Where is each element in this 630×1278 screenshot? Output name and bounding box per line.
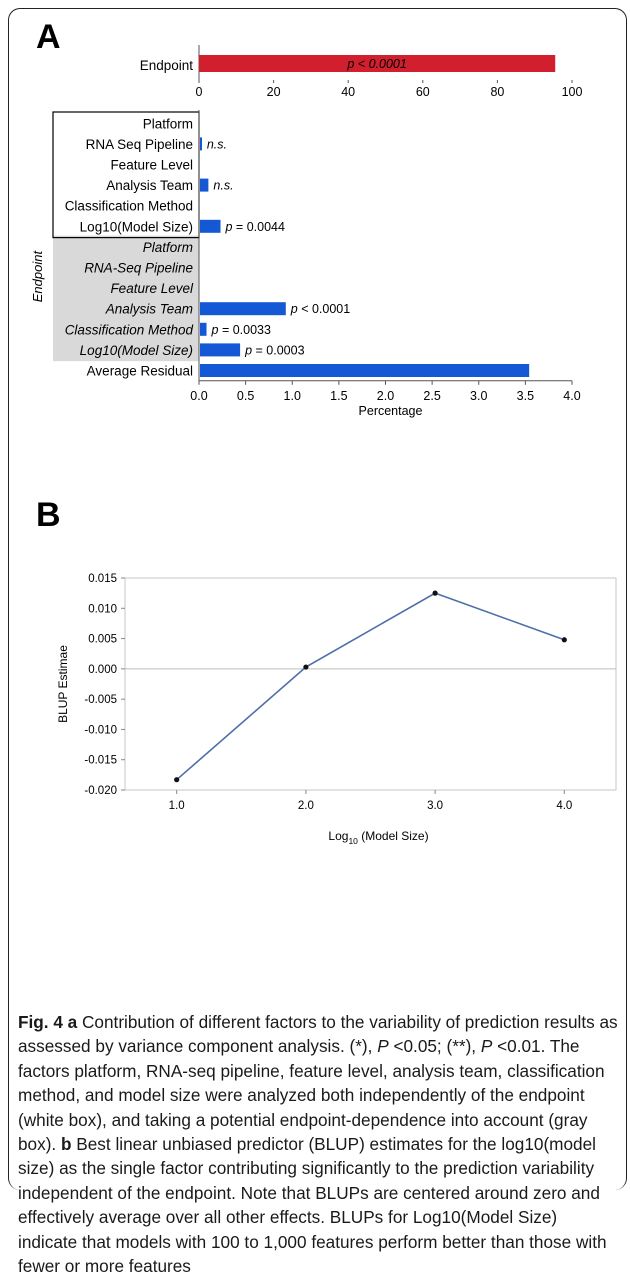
top-bar-annotation: p < 0.0001 — [346, 57, 406, 71]
top-x-tick-label: 80 — [490, 85, 504, 99]
category-label: Platform — [143, 240, 193, 255]
y-axis-label: BLUP Estimae — [56, 645, 70, 723]
bottom-x-tick-label: 3.5 — [517, 389, 534, 403]
category-label: Platform — [143, 116, 193, 131]
y-tick-label: 0.015 — [88, 573, 117, 585]
category-label: Feature Level — [110, 281, 194, 296]
bar — [200, 302, 286, 316]
top-category-label: Endpoint — [140, 58, 194, 73]
bottom-x-tick-label: 1.5 — [330, 389, 347, 403]
bar-annotation: n.s. — [207, 137, 227, 151]
blup-point — [174, 777, 180, 783]
top-x-tick-label: 60 — [416, 85, 430, 99]
x-tick-label: 1.0 — [169, 800, 185, 812]
panel-b-letter: B — [36, 496, 61, 534]
blup-point — [303, 664, 309, 670]
figure-frame — [8, 8, 627, 1190]
x-tick-label: 4.0 — [556, 800, 572, 812]
y-tick-label: -0.015 — [84, 755, 117, 767]
caption-p2-text: <0.01. The factors platform, RNA-seq pip… — [18, 1036, 605, 1155]
bottom-x-tick-label: 3.0 — [470, 389, 487, 403]
y-tick-label: -0.010 — [84, 724, 117, 736]
y-tick-label: 0.010 — [88, 603, 117, 615]
y-tick-label: -0.005 — [84, 694, 117, 706]
blup-point — [432, 590, 438, 596]
bar — [200, 322, 207, 336]
panel-a-letter: A — [36, 18, 61, 56]
caption-fig-label: Fig. 4 — [18, 1012, 63, 1032]
category-label: RNA Seq Pipeline — [86, 137, 193, 152]
caption-b-marker: b — [61, 1134, 72, 1155]
x-tick-label: 2.0 — [298, 800, 314, 812]
bottom-y-axis-label: Endpoint — [30, 250, 45, 303]
caption-p1-text: <0.05; (**), — [388, 1036, 481, 1057]
category-label: Classification Method — [65, 199, 193, 214]
bottom-x-tick-label: 0.5 — [237, 389, 254, 403]
caption-p2: P — [480, 1036, 493, 1057]
bar-annotation: p = 0.0044 — [225, 220, 285, 234]
category-label: Classification Method — [65, 322, 194, 337]
gray-group-box — [53, 235, 199, 362]
blup-series-line — [176, 592, 565, 781]
caption-b-text: Best linear unbiased predictor (BLUP) es… — [18, 1134, 607, 1277]
bottom-x-tick-label: 2.5 — [423, 389, 440, 403]
bar-annotation: p = 0.0033 — [211, 323, 271, 337]
top-x-tick-label: 20 — [267, 85, 281, 99]
y-tick-label: 0.005 — [88, 634, 117, 646]
caption-a-marker: a — [67, 1012, 78, 1032]
top-bar-endpoint — [199, 55, 556, 72]
blup-point — [561, 637, 567, 643]
category-label: Average Residual — [87, 364, 193, 379]
bar-annotation: p < 0.0001 — [290, 302, 350, 316]
bar — [200, 343, 241, 357]
caption-p1: P — [377, 1036, 389, 1057]
top-x-tick-label: 0 — [196, 85, 203, 99]
bar — [200, 137, 202, 151]
bottom-x-axis-label: Percentage — [359, 404, 423, 418]
y-tick-label: -0.020 — [84, 785, 117, 797]
bottom-x-tick-label: 2.0 — [377, 389, 394, 403]
top-x-tick-label: 100 — [562, 85, 583, 99]
category-label: Log10(Model Size) — [80, 219, 193, 234]
caption-a-text: Contribution of different factors to the… — [18, 1012, 618, 1057]
top-x-tick-label: 40 — [341, 85, 355, 99]
bottom-x-tick-label: 1.0 — [284, 389, 301, 403]
bar-annotation: p = 0.0003 — [244, 343, 304, 357]
plot-area-frame — [124, 577, 617, 791]
x-tick-label: 3.0 — [427, 800, 443, 812]
bar — [200, 219, 221, 233]
bar-annotation: n.s. — [213, 179, 233, 193]
bottom-x-tick-label: 4.0 — [563, 389, 580, 403]
bar — [200, 364, 530, 377]
figure-caption: Fig. 4 a Contribution of different facto… — [18, 1010, 618, 1278]
bottom-x-tick-label: 0.0 — [190, 389, 207, 403]
panel-b-chart: 0.015 0.010 0.005 0.000 -0.005 -0.010 -0.015 -0… — [56, 573, 617, 846]
category-label: Log10(Model Size) — [80, 343, 193, 358]
panel-a-chart: Endpoint p < 0.0001 0 20 40 60 80 100 Platform RN… — [30, 45, 583, 418]
bar — [200, 178, 209, 192]
x-axis-label: Log10 (Model Size) — [328, 829, 428, 846]
category-label: RNA-Seq Pipeline — [84, 261, 193, 276]
category-label: Analysis Team — [106, 178, 193, 193]
y-tick-label: 0.000 — [88, 664, 117, 676]
category-label: Feature Level — [110, 158, 193, 173]
category-label: Analysis Team — [105, 302, 193, 317]
